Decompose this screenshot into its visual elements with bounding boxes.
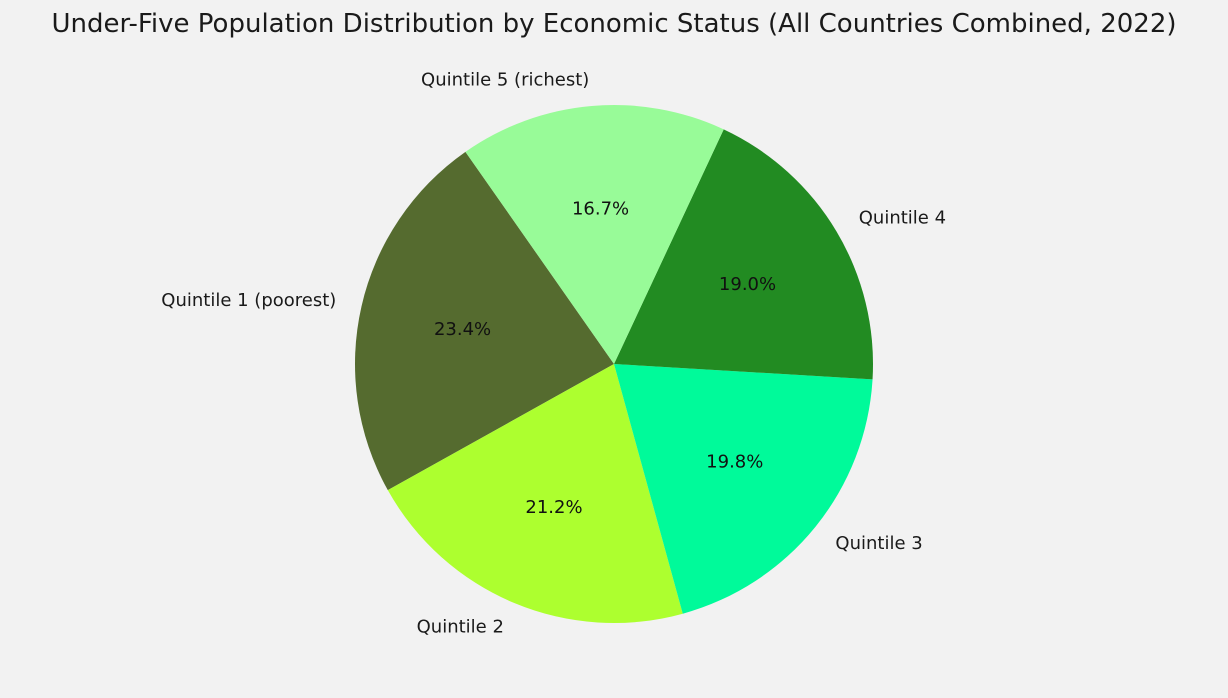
pie-slice (614, 364, 873, 614)
pie-percent-label: 16.7% (572, 199, 629, 220)
pie-percent-label: 23.4% (434, 319, 491, 340)
pie-percent-label: 19.8% (706, 451, 763, 472)
pie-slice (355, 151, 614, 491)
pie-slice-label: Quintile 1 (poorest) (161, 290, 336, 311)
pie-percent-label: 19.0% (719, 274, 776, 295)
pie-slice-label: Quintile 3 (835, 533, 922, 554)
pie-slice-label: Quintile 4 (859, 208, 946, 229)
pie-slice-label: Quintile 2 (417, 616, 504, 637)
pie-slice (465, 104, 724, 365)
chart-title: Under-Five Population Distribution by Ec… (51, 9, 1176, 39)
pie-labels: 23.4% Quintile 1 (poorest) 21.2% Quintile 2… (161, 70, 946, 638)
pie-slice (614, 129, 874, 380)
pie-slices (355, 104, 874, 623)
pie-slice-label: Quintile 5 (richest) (421, 70, 589, 91)
pie-slice (387, 364, 683, 623)
pie-percent-label: 21.2% (525, 497, 582, 518)
